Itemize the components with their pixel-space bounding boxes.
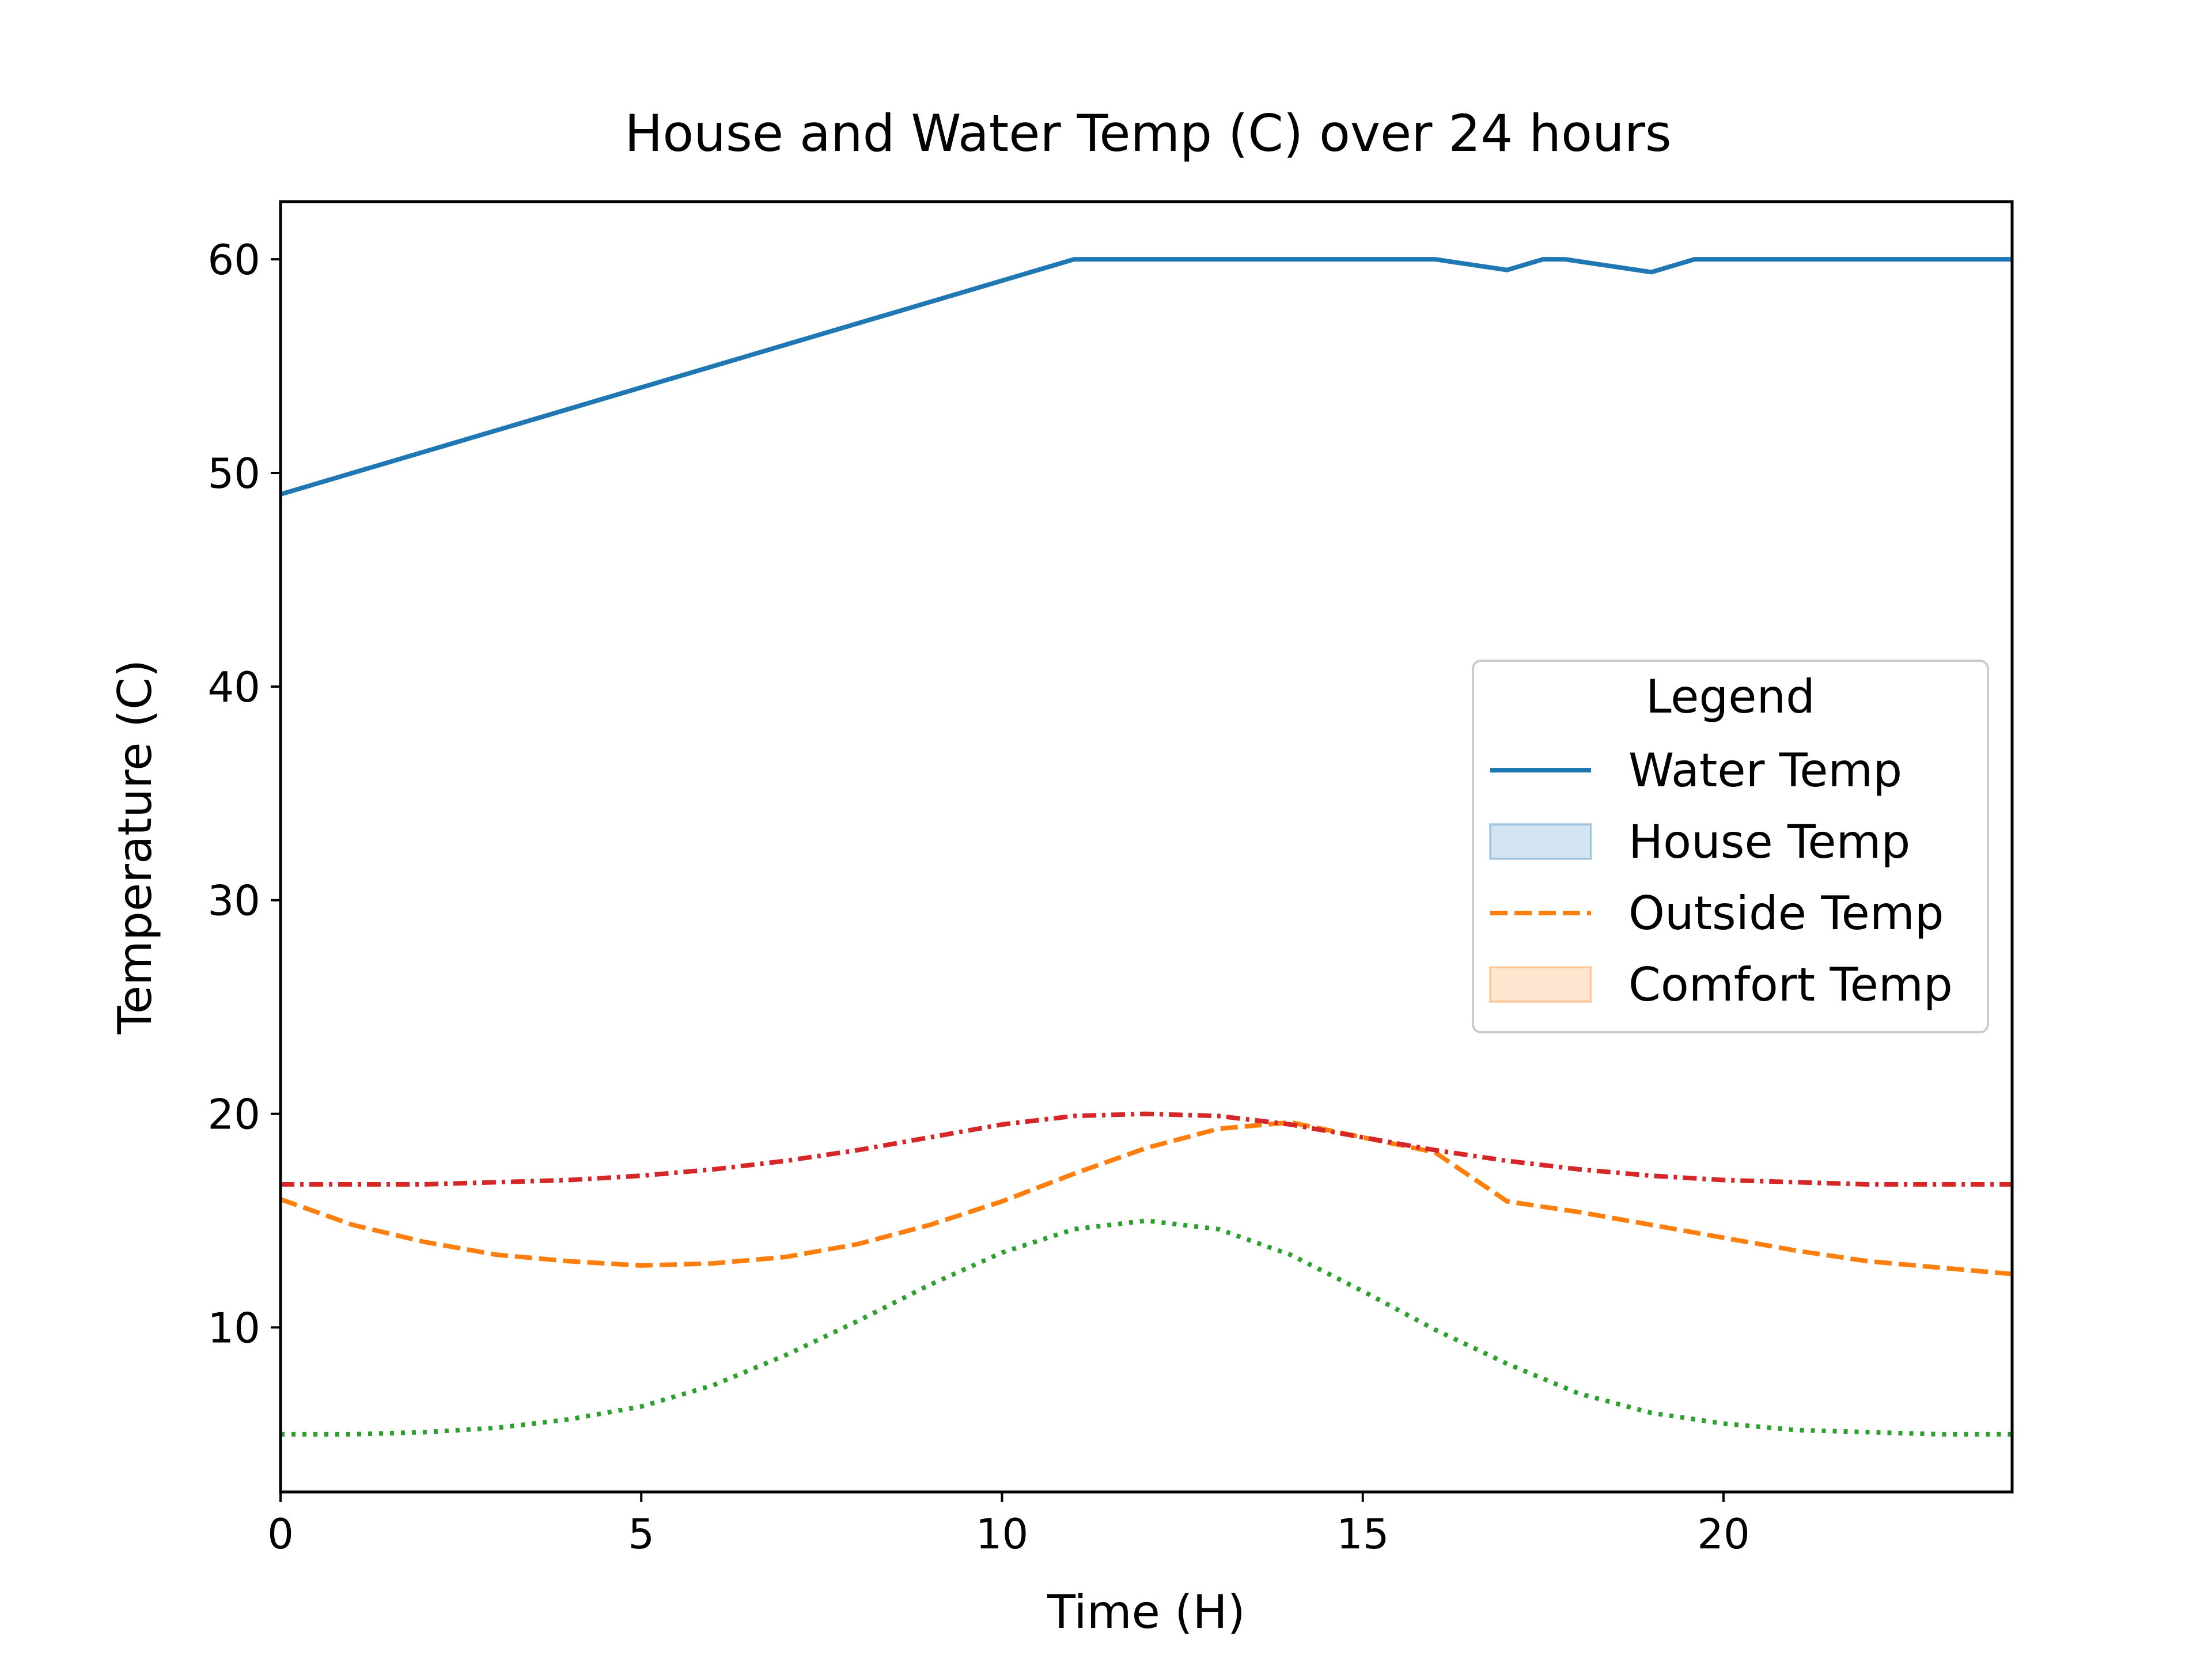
y-tick-label: 20 <box>207 1090 260 1139</box>
plot-frame <box>279 200 2014 1494</box>
x-tick-label: 20 <box>1697 1510 1750 1558</box>
legend-entry-label: Comfort Temp <box>1628 958 1953 1012</box>
y-tick-label: 30 <box>207 877 260 925</box>
legend-entry-label: House Temp <box>1628 815 1910 869</box>
y-tick-label: 60 <box>207 236 260 284</box>
legend-title: Legend <box>1646 670 1815 724</box>
series-line-3 <box>281 1111 2012 1187</box>
y-axis-ticks: 10 20 30 40 50 60 <box>207 236 281 1352</box>
x-axis-label: Time (H) <box>1047 1585 1245 1639</box>
series-line-2 <box>279 1120 2013 1277</box>
x-tick-label: 5 <box>628 1510 654 1558</box>
legend-entry-label: Water Temp <box>1628 744 1902 797</box>
x-axis-ticks: 0 5 10 15 20 <box>267 1492 1750 1558</box>
y-tick-label: 40 <box>207 663 260 711</box>
legend-entry-label: Outside Temp <box>1628 887 1944 940</box>
legend: Legend Water Temp House Temp Outside Temp Co… <box>1472 660 1989 1033</box>
legend-box <box>1472 660 1989 1033</box>
chart-title: House and Water Temp (C) over 24 hours <box>624 104 1672 163</box>
legend-patch-swatch <box>1489 823 1592 860</box>
y-axis-label: Temperature (C) <box>108 660 162 1035</box>
x-tick-label: 10 <box>976 1510 1029 1558</box>
legend-patch-swatch <box>1489 966 1592 1003</box>
x-tick-label: 15 <box>1336 1510 1389 1558</box>
series-line-1 <box>279 257 2012 497</box>
x-tick-label: 0 <box>267 1510 294 1558</box>
series-line-4 <box>281 1218 2012 1437</box>
y-tick-label: 10 <box>207 1304 260 1352</box>
y-tick-label: 50 <box>207 449 260 498</box>
plot-lines <box>279 257 2013 1437</box>
